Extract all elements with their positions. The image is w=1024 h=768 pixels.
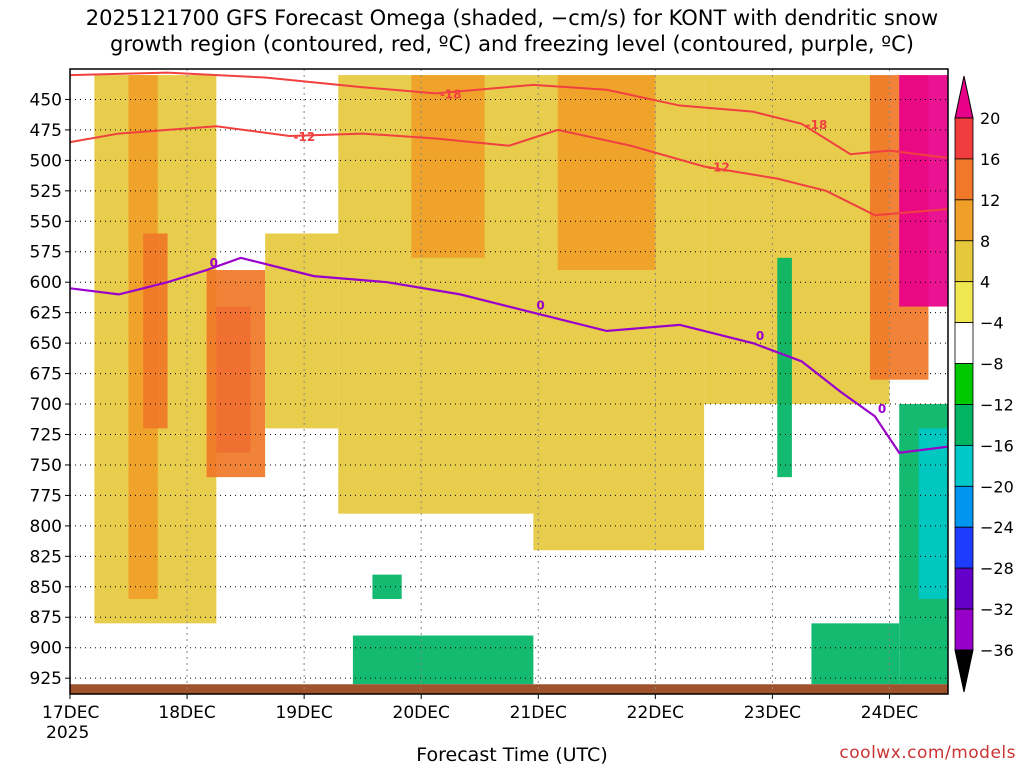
freezing-level-label: 0: [536, 299, 544, 313]
freezing-level-label: 0: [210, 256, 218, 270]
colorbar-top-arrow: [954, 75, 974, 119]
x-tick-label: 18DEC: [158, 703, 215, 723]
omega-region: [372, 574, 402, 599]
colorbar-segment: [954, 363, 974, 405]
y-tick-label: 575: [30, 243, 62, 263]
y-tick-label: 525: [30, 182, 62, 202]
colorbar-segment: [954, 117, 974, 160]
x-tick-label: 21DEC: [510, 703, 567, 723]
colorbar-label: −12: [980, 395, 1014, 414]
colorbar-label: −28: [980, 559, 1014, 578]
colorbar-segment: [954, 322, 974, 364]
colorbar-label: 4: [980, 273, 990, 292]
y-tick-label: 750: [30, 456, 62, 476]
omega-region: [704, 75, 890, 405]
colorbar-segment: [954, 444, 974, 487]
dgz-contour-line: [70, 71, 948, 159]
y-tick-label: 775: [30, 486, 62, 506]
y-tick-label: 850: [30, 578, 62, 598]
chart-title-line-1: 2025121700 GFS Forecast Omega (shaded, −…: [85, 6, 939, 30]
colorbar-segment: [954, 158, 974, 201]
colorbar-label: −20: [980, 477, 1014, 496]
y-tick-label: 825: [30, 547, 62, 567]
colorbar-label: −4: [980, 314, 1004, 333]
surface-strip: [70, 684, 948, 694]
y-tick-label: 700: [30, 395, 62, 415]
colorbar-segment: [954, 567, 974, 610]
y-tick-label: 800: [30, 517, 62, 537]
colorbar-bottom-arrow: [954, 649, 974, 693]
colorbar-segment: [954, 281, 974, 324]
y-tick-label: 925: [30, 669, 62, 689]
y-tick-label: 450: [30, 90, 62, 110]
dgz-contour-label: -12: [708, 160, 730, 174]
y-tick-label: 625: [30, 304, 62, 324]
colorbar-label: 8: [980, 232, 990, 251]
dgz-contour-label: -18: [806, 118, 828, 132]
chart-title-line-2: growth region (contoured, red, ºC) and f…: [110, 32, 914, 56]
source-credit: coolwx.com/models: [839, 743, 1016, 763]
colorbar-segment: [954, 404, 974, 446]
colorbar-label: 16: [980, 150, 1000, 169]
dgz-contour-line: [70, 125, 948, 217]
colorbar-segment: [954, 485, 974, 528]
freezing-level-label: 0: [756, 329, 764, 343]
colorbar-label: −36: [980, 641, 1014, 660]
colorbar-segment: [954, 240, 974, 283]
x-tick-label: 23DEC: [744, 703, 801, 723]
omega-region: [352, 635, 534, 685]
omega-region: [557, 75, 656, 271]
colorbar-label: 12: [980, 191, 1000, 210]
omega-region: [411, 75, 485, 258]
y-tick-label: 725: [30, 425, 62, 445]
y-tick-label: 900: [30, 639, 62, 659]
colorbar-segment: [954, 199, 974, 242]
x-tick-label: 17DEC: [42, 703, 99, 723]
colorbar-label: 20: [980, 109, 1000, 128]
y-tick-label: 500: [30, 151, 62, 171]
y-tick-label: 550: [30, 212, 62, 232]
colorbar-label: −24: [980, 518, 1014, 537]
x-axis-label: Forecast Time (UTC): [416, 744, 608, 766]
y-tick-label: 600: [30, 273, 62, 293]
colorbar-label: −32: [980, 600, 1014, 619]
x-tick-label: 20DEC: [393, 703, 450, 723]
omega-region: [777, 257, 792, 478]
colorbar-label: −8: [980, 355, 1004, 374]
x-tick-label: 24DEC: [861, 703, 918, 723]
dgz-contour-label: -18: [440, 87, 462, 101]
x-year-label: 2025: [46, 723, 89, 743]
omega-region: [265, 233, 339, 429]
y-tick-label: 650: [30, 334, 62, 354]
colorbar-segment: [954, 526, 974, 569]
plot-frame: [69, 68, 949, 695]
dgz-contour-label: -12: [294, 130, 316, 144]
x-tick-label: 22DEC: [627, 703, 684, 723]
colorbar-label: −16: [980, 436, 1014, 455]
y-tick-label: 875: [30, 608, 62, 628]
y-tick-label: 675: [30, 365, 62, 385]
y-tick-label: 475: [30, 121, 62, 141]
omega-region: [811, 623, 900, 685]
x-tick-label: 19DEC: [275, 703, 332, 723]
freezing-level-line: [70, 256, 948, 454]
omega-region: [143, 233, 168, 429]
colorbar-segment: [954, 608, 974, 651]
omega-region: [918, 428, 948, 599]
freezing-level-label: 0: [878, 402, 886, 416]
omega-region: [899, 75, 948, 307]
